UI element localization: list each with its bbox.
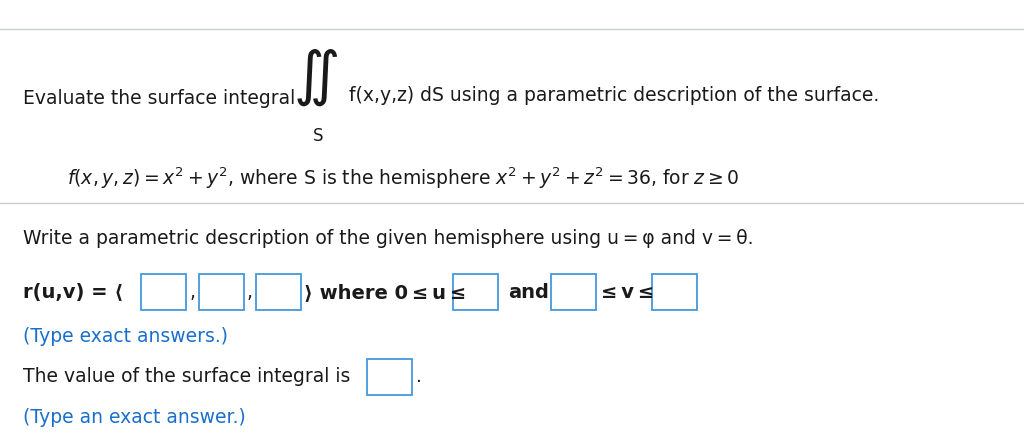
Text: Evaluate the surface integral: Evaluate the surface integral	[23, 89, 295, 107]
FancyBboxPatch shape	[367, 359, 412, 395]
Text: and: and	[508, 283, 549, 301]
Text: r(u,v) = ⟨: r(u,v) = ⟨	[23, 283, 123, 301]
Text: ,: ,	[247, 283, 253, 301]
FancyBboxPatch shape	[652, 274, 697, 310]
Text: ⟩ where 0 ≤ u ≤: ⟩ where 0 ≤ u ≤	[304, 283, 466, 301]
Text: (Type an exact answer.): (Type an exact answer.)	[23, 408, 246, 426]
Text: f(x,y,z) dS using a parametric description of the surface.: f(x,y,z) dS using a parametric descripti…	[349, 87, 880, 105]
Text: ,: ,	[189, 283, 196, 301]
FancyBboxPatch shape	[256, 274, 301, 310]
Text: ≤ v ≤: ≤ v ≤	[601, 283, 654, 301]
Text: $f(x,y,z) = x^2 + y^2$, where S is the hemisphere $x^2 + y^2 + z^2 = 36$, for $z: $f(x,y,z) = x^2 + y^2$, where S is the h…	[67, 165, 739, 191]
FancyBboxPatch shape	[453, 274, 498, 310]
FancyBboxPatch shape	[199, 274, 244, 310]
Text: The value of the surface integral is: The value of the surface integral is	[23, 368, 350, 386]
Text: S: S	[313, 127, 324, 145]
FancyBboxPatch shape	[551, 274, 596, 310]
Text: Write a parametric description of the given hemisphere using u = φ and v = θ.: Write a parametric description of the gi…	[23, 229, 753, 248]
FancyBboxPatch shape	[141, 274, 186, 310]
Text: $\iint$: $\iint$	[293, 48, 338, 108]
Text: .: .	[416, 368, 422, 386]
Text: (Type exact answers.): (Type exact answers.)	[23, 327, 227, 346]
